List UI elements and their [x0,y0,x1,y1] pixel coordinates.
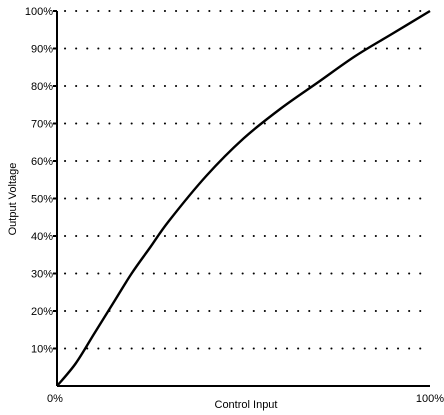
series-layer [56,9,431,387]
x-axis-title: Control Input [215,399,278,411]
y-tick-label: 20% [31,306,53,318]
series-line-1 [56,9,431,387]
y-tick-label: 30% [31,269,53,281]
x-tick-label: 100% [416,393,444,405]
grid [64,10,431,350]
y-tick-label: 10% [31,344,53,356]
y-tick-label: 80% [31,81,53,93]
axes [53,10,430,387]
y-tick-label: 50% [31,194,53,206]
y-axis-title: Output Voltage [7,163,19,236]
y-tick-label: 60% [31,156,53,168]
x-tick-label: 0% [47,393,63,405]
y-tick-label: 100% [25,6,53,18]
tick-labels: 10% 20% 30% 40% 50% 60% 70% 80% 90% 100% 0% 100% [25,6,444,405]
y-tick-label: 90% [31,44,53,56]
y-tick-label: 40% [31,231,53,243]
y-tick-label: 70% [31,119,53,131]
